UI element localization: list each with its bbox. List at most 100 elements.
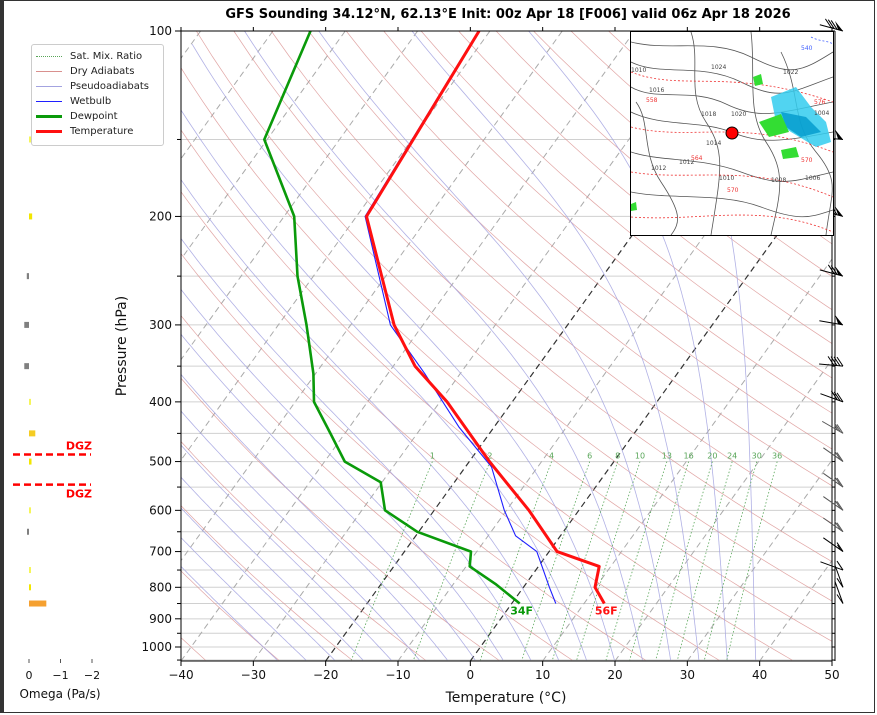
- mixing-ratio-line: [576, 461, 641, 661]
- dry-adiabat: [181, 315, 573, 661]
- mixing-ratio-label: 2: [487, 452, 492, 461]
- barb-full: [834, 450, 841, 461]
- omega-axis-label: Omega (Pa/s): [19, 687, 100, 701]
- isobar-label: 1012: [679, 159, 694, 166]
- mixing-ratio-label: 6: [587, 452, 592, 461]
- legend-item-dewpoint: Dewpoint: [36, 109, 118, 123]
- x-axis-label: Temperature (°C): [445, 690, 567, 706]
- dry-adiabat: [181, 441, 426, 661]
- wind-barb: [819, 18, 844, 32]
- legend-item-pseudoadiabats: Pseudoadiabats: [36, 79, 149, 93]
- x-tick-label: −30: [241, 668, 266, 682]
- thickness-label: 564: [691, 155, 703, 162]
- mixing-ratio-line: [480, 461, 552, 661]
- y-axis-label: Pressure (hPa): [114, 296, 130, 396]
- isobar-label: 1024: [711, 64, 726, 71]
- y-tick-label: 500: [149, 455, 172, 469]
- y-tick-label: 100: [149, 24, 172, 38]
- x-tick-label: −40: [168, 668, 193, 682]
- wind-barb: [819, 356, 844, 367]
- thickness-label: 540: [801, 45, 813, 52]
- barb-full: [836, 501, 844, 511]
- omega-bar: [24, 363, 29, 370]
- thickness-label: 570: [727, 187, 739, 194]
- barb-full: [836, 560, 844, 571]
- barb-full: [827, 264, 835, 275]
- wind-barb: [834, 580, 844, 604]
- mixing-ratio-line: [413, 461, 491, 661]
- wind-barb: [823, 496, 844, 511]
- wind-barb: [821, 420, 844, 434]
- barb-full: [836, 542, 844, 552]
- dgz-label: DGZ: [66, 488, 92, 501]
- axes: −40 −30 −20 −10 0 10 20 30 40 5010020030040050060…: [141, 24, 839, 682]
- omega-bar: [29, 567, 31, 574]
- thickness-label: 558: [646, 97, 658, 104]
- legend-swatch: [36, 85, 62, 87]
- isobar-label: 1006: [805, 175, 820, 182]
- pseudoadiabat: [181, 476, 364, 661]
- omega-bar: [29, 430, 36, 437]
- profiles: 34F 56F: [262, 31, 618, 618]
- barb-flag: [835, 266, 843, 277]
- dry-adiabat: [458, 31, 832, 344]
- dry-adiabat: [383, 31, 832, 414]
- inset-map: 1024 1022 1020 1018 1016 1014 1012 1012 …: [630, 31, 834, 236]
- legend-item-wetbulb: Wetbulb: [36, 94, 111, 108]
- mixing-ratio-label: 8: [615, 452, 620, 461]
- dry-adiabat: [181, 129, 793, 661]
- isotherm: [831, 660, 832, 661]
- isobar-label: 1014: [706, 140, 721, 147]
- omega-bar: [27, 528, 29, 535]
- pseudoadiabat: [318, 31, 671, 661]
- omega-bar: [26, 273, 29, 280]
- legend-label: Dewpoint: [70, 110, 118, 122]
- dry-adiabat: [181, 253, 646, 661]
- wind-barb: [823, 472, 844, 488]
- mixing-ratio-label: 13: [662, 452, 672, 461]
- dry-adiabat: [181, 191, 719, 661]
- isobar-label: 1012: [651, 165, 666, 172]
- y-tick-label: 800: [149, 580, 172, 594]
- legend-swatch: [36, 129, 62, 133]
- isobar-label: 1016: [649, 87, 664, 94]
- isobar-label: 1018: [701, 111, 716, 118]
- mixing-ratio-line: [605, 461, 668, 661]
- dry-adiabat: [271, 31, 832, 524]
- barb-full: [836, 424, 844, 434]
- omega-tick-label: 0: [26, 669, 33, 682]
- x-tick-label: 20: [607, 668, 622, 682]
- mixing-ratio-label: 4: [549, 452, 554, 461]
- barb-flag: [835, 314, 843, 325]
- y-tick-label: 1000: [141, 640, 172, 654]
- mixing-ratio-label: 20: [707, 452, 717, 461]
- wind-barb: [823, 537, 844, 552]
- surface-temperature-label: 56F: [595, 605, 618, 618]
- mixing-ratio-line: [704, 461, 758, 661]
- pseudoadiabat: [244, 31, 643, 661]
- omega-panel: 0 −1 −2 DGZ DGZ: [13, 136, 100, 682]
- omega-bar: [29, 136, 31, 143]
- x-tick-label: 0: [467, 668, 475, 682]
- barb-shaft: [834, 564, 844, 588]
- dry-adiabat: [181, 505, 353, 661]
- pseudoadiabat: [658, 31, 757, 661]
- mixing-ratio-line: [677, 461, 733, 661]
- wind-barb: [820, 560, 844, 571]
- legend-label: Wetbulb: [70, 95, 112, 107]
- barb-full: [830, 265, 838, 275]
- mixing-ratio-label: 24: [727, 452, 737, 461]
- barb-full: [834, 499, 841, 509]
- mixing-ratio-label: 16: [683, 452, 693, 461]
- barb-full: [824, 18, 832, 29]
- thickness-label: 570: [801, 157, 813, 164]
- x-tick-label: −20: [313, 668, 338, 682]
- mixing-ratio-label: 30: [752, 452, 762, 461]
- pseudoadiabat: [181, 537, 307, 661]
- mixing-ratio-line: [552, 461, 619, 661]
- chart-title: GFS Sounding 34.12°N, 62.13°E Init: 00z …: [225, 7, 791, 22]
- barb-full: [836, 452, 844, 462]
- wind-barb: [823, 517, 844, 533]
